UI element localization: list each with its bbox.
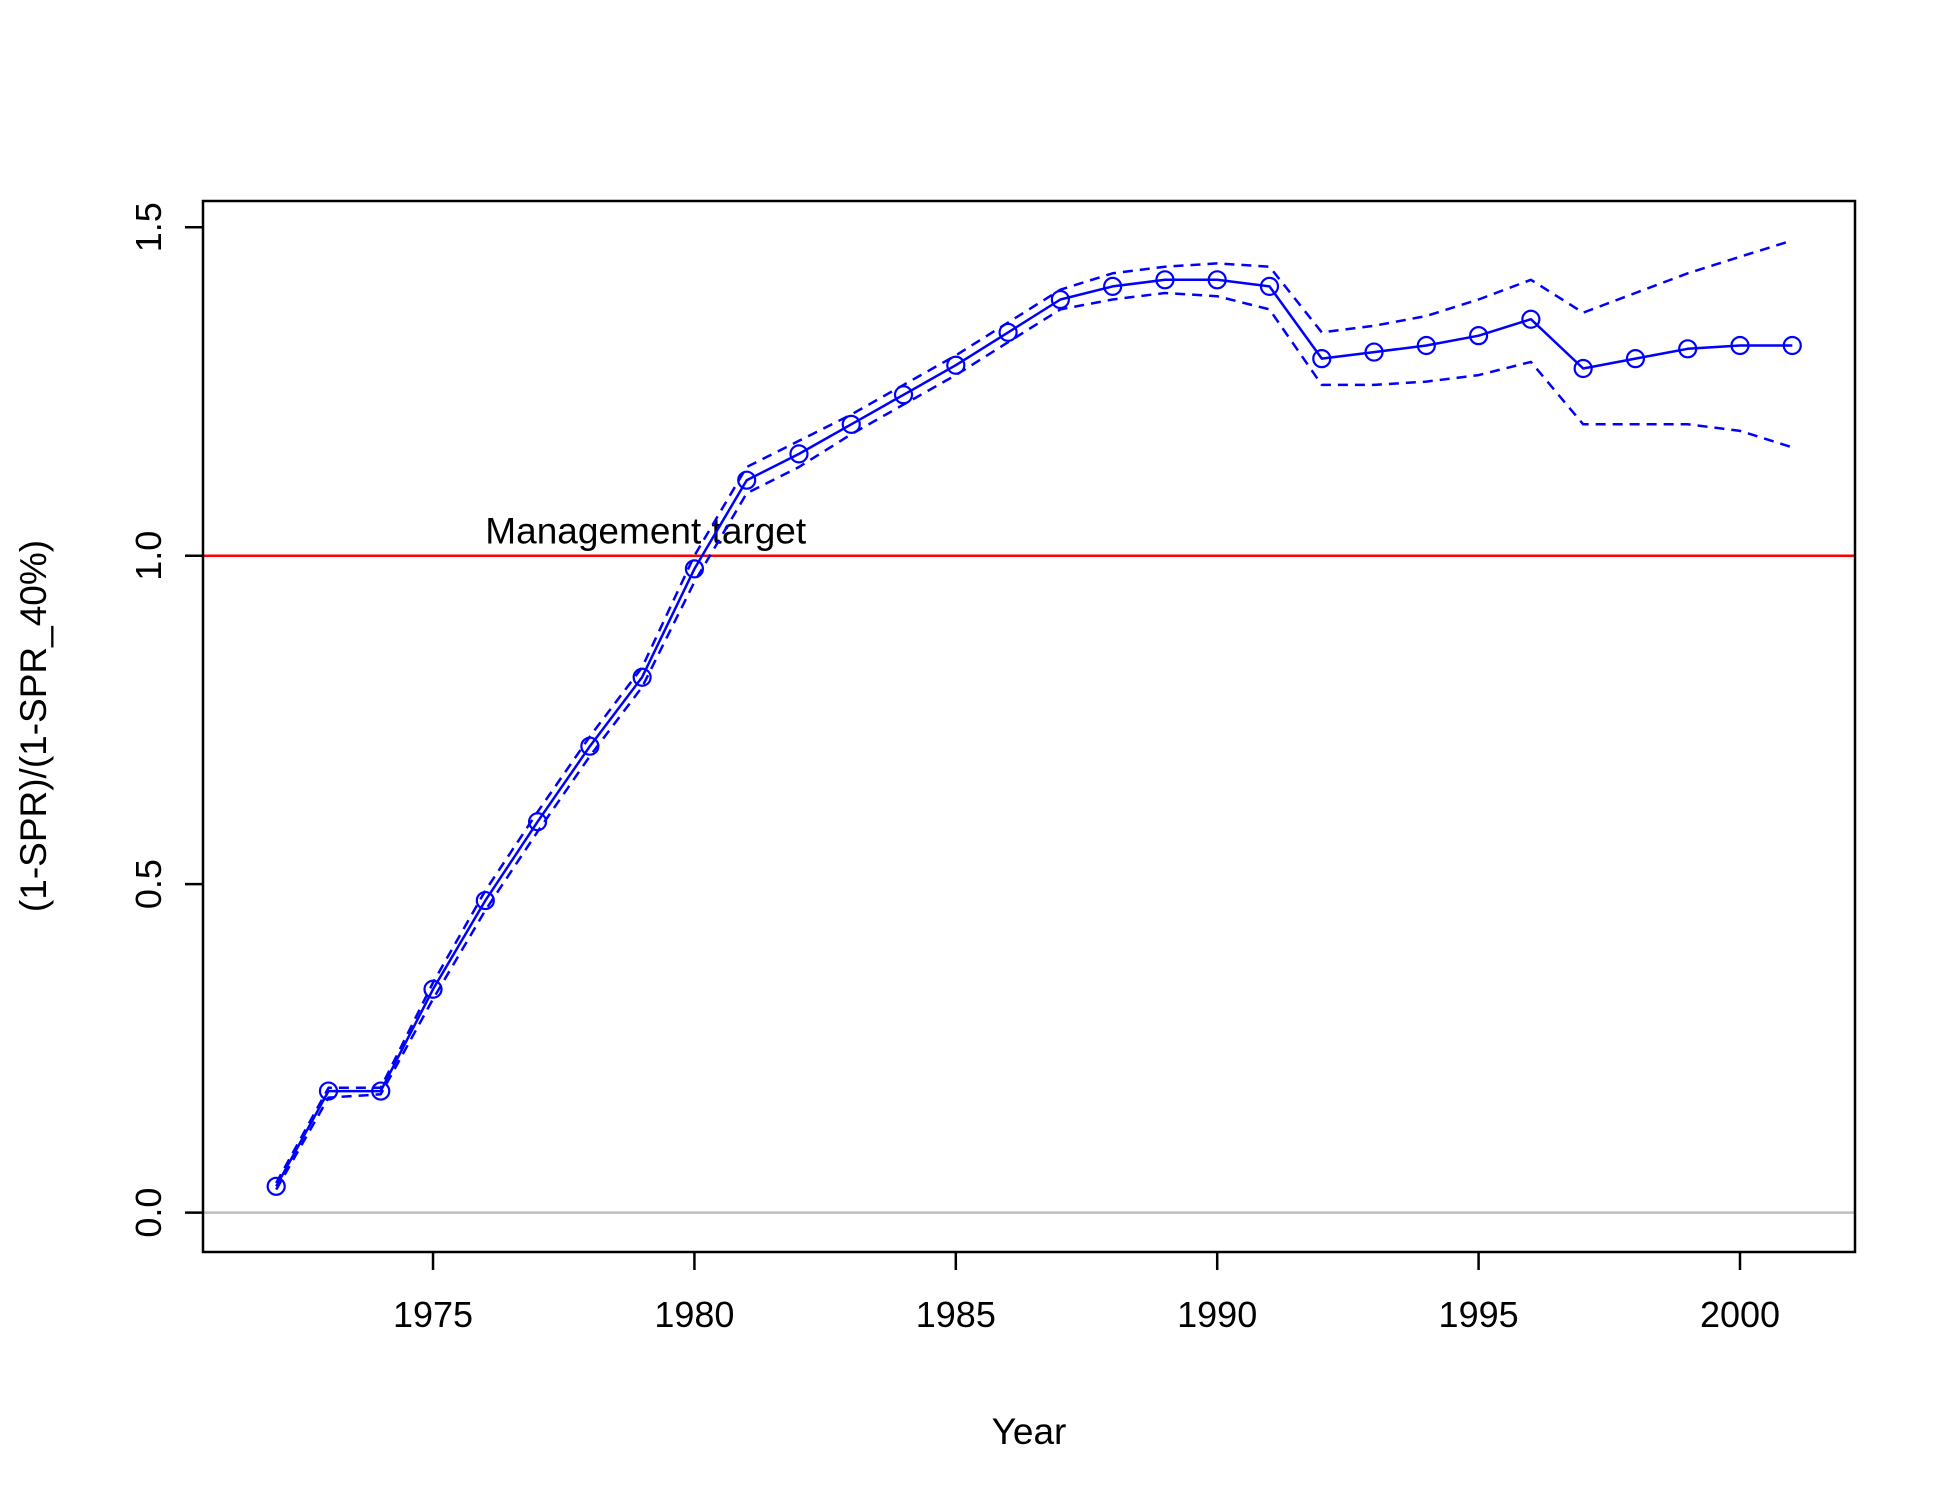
- data-point: [371, 1081, 391, 1101]
- data-point: [1312, 349, 1332, 369]
- data-point: [1625, 349, 1646, 369]
- series-line-estimate: [275, 278, 1793, 1187]
- data-point: [1678, 339, 1698, 359]
- series-line-lower-interval: [275, 291, 1793, 1191]
- data-point: [1782, 335, 1802, 356]
- x-tick-label: 1975: [393, 1294, 473, 1335]
- x-tick-label: 2000: [1700, 1294, 1780, 1335]
- data-point: [1207, 270, 1227, 290]
- data-point: [789, 444, 809, 464]
- x-axis-title: Year: [992, 1411, 1067, 1452]
- x-tick-label: 1985: [916, 1294, 996, 1335]
- y-tick-label: 1.5: [128, 202, 169, 252]
- data-point: [1416, 335, 1436, 356]
- plot-content: Management target: [203, 239, 1855, 1214]
- data-point: [1730, 335, 1750, 356]
- y-tick-label: 0.0: [128, 1188, 169, 1238]
- data-point: [1521, 309, 1541, 329]
- data-point: [841, 414, 861, 434]
- plot-frame: [201, 199, 1857, 1254]
- data-point: [1259, 276, 1280, 296]
- data-point: [1103, 276, 1123, 296]
- y-tick-label: 1.0: [128, 531, 169, 581]
- x-tick-label: 1995: [1439, 1294, 1519, 1335]
- reference-label: Management target: [485, 511, 807, 552]
- data-point: [946, 355, 966, 375]
- data-point: [1155, 270, 1175, 290]
- y-axis: 0.0 0.5 1.0 1.5: [128, 202, 203, 1238]
- x-axis: 1975 1980 1985 1990 1995 2000: [393, 1252, 1780, 1335]
- x-tick-label: 1990: [1177, 1294, 1257, 1335]
- data-point: [684, 559, 705, 579]
- data-point: [266, 1176, 286, 1196]
- y-tick-label: 0.5: [128, 859, 169, 909]
- x-tick-label: 1980: [654, 1294, 734, 1335]
- y-axis-title: (1-SPR)/(1-SPR_40%): [13, 540, 54, 912]
- series-line-upper-interval: [275, 239, 1793, 1184]
- data-point: [1364, 342, 1384, 362]
- data-point: [1573, 358, 1593, 379]
- data-point: [1468, 326, 1489, 346]
